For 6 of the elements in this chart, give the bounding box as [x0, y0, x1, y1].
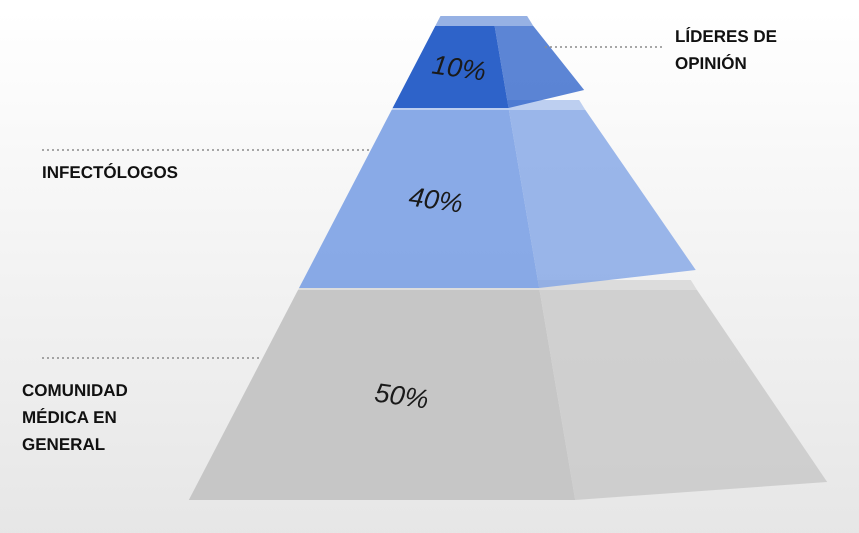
- data-label: 40%: [407, 181, 465, 219]
- category-label: LÍDERES DE OPINIÓN: [675, 26, 778, 73]
- category-label: INFECTÓLOGOS: [42, 162, 178, 182]
- data-label: 50%: [372, 377, 430, 415]
- category-label: COMUNIDAD MÉDICA EN GENERAL: [22, 381, 128, 454]
- data-label: 10%: [430, 49, 488, 87]
